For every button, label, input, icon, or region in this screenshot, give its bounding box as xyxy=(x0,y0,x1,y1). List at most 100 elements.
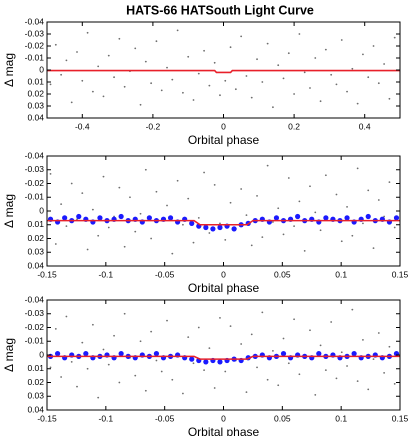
y-tick-label: -0.04 xyxy=(25,150,45,160)
data-point xyxy=(277,384,280,387)
data-point xyxy=(65,59,68,62)
model-line xyxy=(47,355,400,360)
data-point xyxy=(182,91,184,94)
data-point xyxy=(393,382,396,385)
data-point xyxy=(187,197,190,200)
data-point xyxy=(256,366,258,369)
y-tick-label: 0.01 xyxy=(27,76,44,86)
data-point xyxy=(113,334,115,337)
data-point xyxy=(393,226,396,229)
data-point xyxy=(388,97,391,100)
y-axis-label: Δ mag xyxy=(2,194,16,228)
data-point xyxy=(324,174,327,177)
data-point xyxy=(314,211,317,214)
data-point xyxy=(340,351,343,354)
data-point xyxy=(266,164,269,167)
y-tick-label: 0.03 xyxy=(27,100,44,110)
data-point xyxy=(261,81,264,83)
data-point xyxy=(319,229,322,232)
data-point xyxy=(303,71,306,74)
x-tick-label: -0.15 xyxy=(37,413,57,423)
data-point xyxy=(372,247,375,250)
y-tick-label: 0.02 xyxy=(27,377,44,387)
chart-title: HATS-66 HATSouth Light Curve xyxy=(126,3,314,17)
data-point xyxy=(60,73,63,76)
data-point xyxy=(123,85,126,88)
data-point xyxy=(388,345,391,348)
data-point xyxy=(309,329,311,332)
data-point xyxy=(171,78,174,81)
binned-point xyxy=(203,224,209,231)
data-point xyxy=(224,238,227,241)
data-point xyxy=(144,168,147,171)
x-tick-label: 0.1 xyxy=(335,269,347,279)
data-point xyxy=(86,31,89,34)
y-tick-label: 0 xyxy=(39,349,44,359)
binned-point xyxy=(167,215,174,221)
x-tick-label: -0.15 xyxy=(37,269,57,279)
data-point xyxy=(362,53,364,56)
data-point xyxy=(65,315,68,318)
data-point xyxy=(256,58,258,61)
data-point xyxy=(346,205,348,208)
binned-point xyxy=(393,215,400,221)
binned-point xyxy=(280,351,287,357)
binned-point xyxy=(97,215,103,221)
x-tick-label: 0.05 xyxy=(274,413,291,423)
data-point xyxy=(203,49,205,52)
binned-point xyxy=(351,351,357,357)
data-point xyxy=(60,203,63,206)
data-point xyxy=(70,101,73,104)
binned-point xyxy=(118,213,124,220)
y-axis-label: Δ mag xyxy=(2,53,16,87)
data-point xyxy=(76,385,78,388)
data-point xyxy=(367,189,370,192)
model-line xyxy=(47,219,400,226)
data-point xyxy=(182,392,184,395)
data-point xyxy=(166,204,168,207)
data-point xyxy=(287,52,290,55)
y-tick-label: -0.01 xyxy=(25,52,45,62)
data-point xyxy=(70,360,73,363)
data-point xyxy=(150,82,153,85)
data-point xyxy=(293,318,295,321)
x-tick-label: 0.05 xyxy=(274,269,291,279)
data-point xyxy=(383,371,386,374)
x-tick-label: 0 xyxy=(221,269,226,279)
data-point xyxy=(298,373,301,376)
data-point xyxy=(303,249,306,252)
data-point xyxy=(351,234,354,237)
data-point xyxy=(102,348,105,351)
data-point xyxy=(134,374,137,377)
data-point xyxy=(187,55,190,58)
data-point xyxy=(171,378,174,381)
binned-point xyxy=(203,359,209,365)
data-point xyxy=(372,358,375,361)
binned-point xyxy=(153,351,160,357)
data-point xyxy=(203,171,205,174)
binned-point xyxy=(146,215,152,221)
data-point xyxy=(86,248,89,251)
data-point xyxy=(330,321,333,323)
data-point xyxy=(351,308,354,311)
data-point xyxy=(182,223,184,226)
y-tick-label: -0.03 xyxy=(25,308,45,318)
data-point xyxy=(245,214,248,217)
x-tick-label: 0.15 xyxy=(392,269,409,279)
data-point xyxy=(319,344,322,347)
data-point xyxy=(144,389,147,392)
data-point xyxy=(324,48,327,51)
data-point xyxy=(250,244,253,247)
data-point xyxy=(335,193,338,196)
data-point xyxy=(272,349,274,352)
binned-point xyxy=(118,351,124,357)
data-point xyxy=(134,47,137,50)
data-point xyxy=(197,326,200,329)
data-point xyxy=(356,167,359,170)
data-point xyxy=(298,33,301,35)
data-point xyxy=(129,196,131,199)
x-tick-label: -0.2 xyxy=(146,121,161,131)
data-point xyxy=(377,199,380,201)
data-point xyxy=(166,319,168,322)
